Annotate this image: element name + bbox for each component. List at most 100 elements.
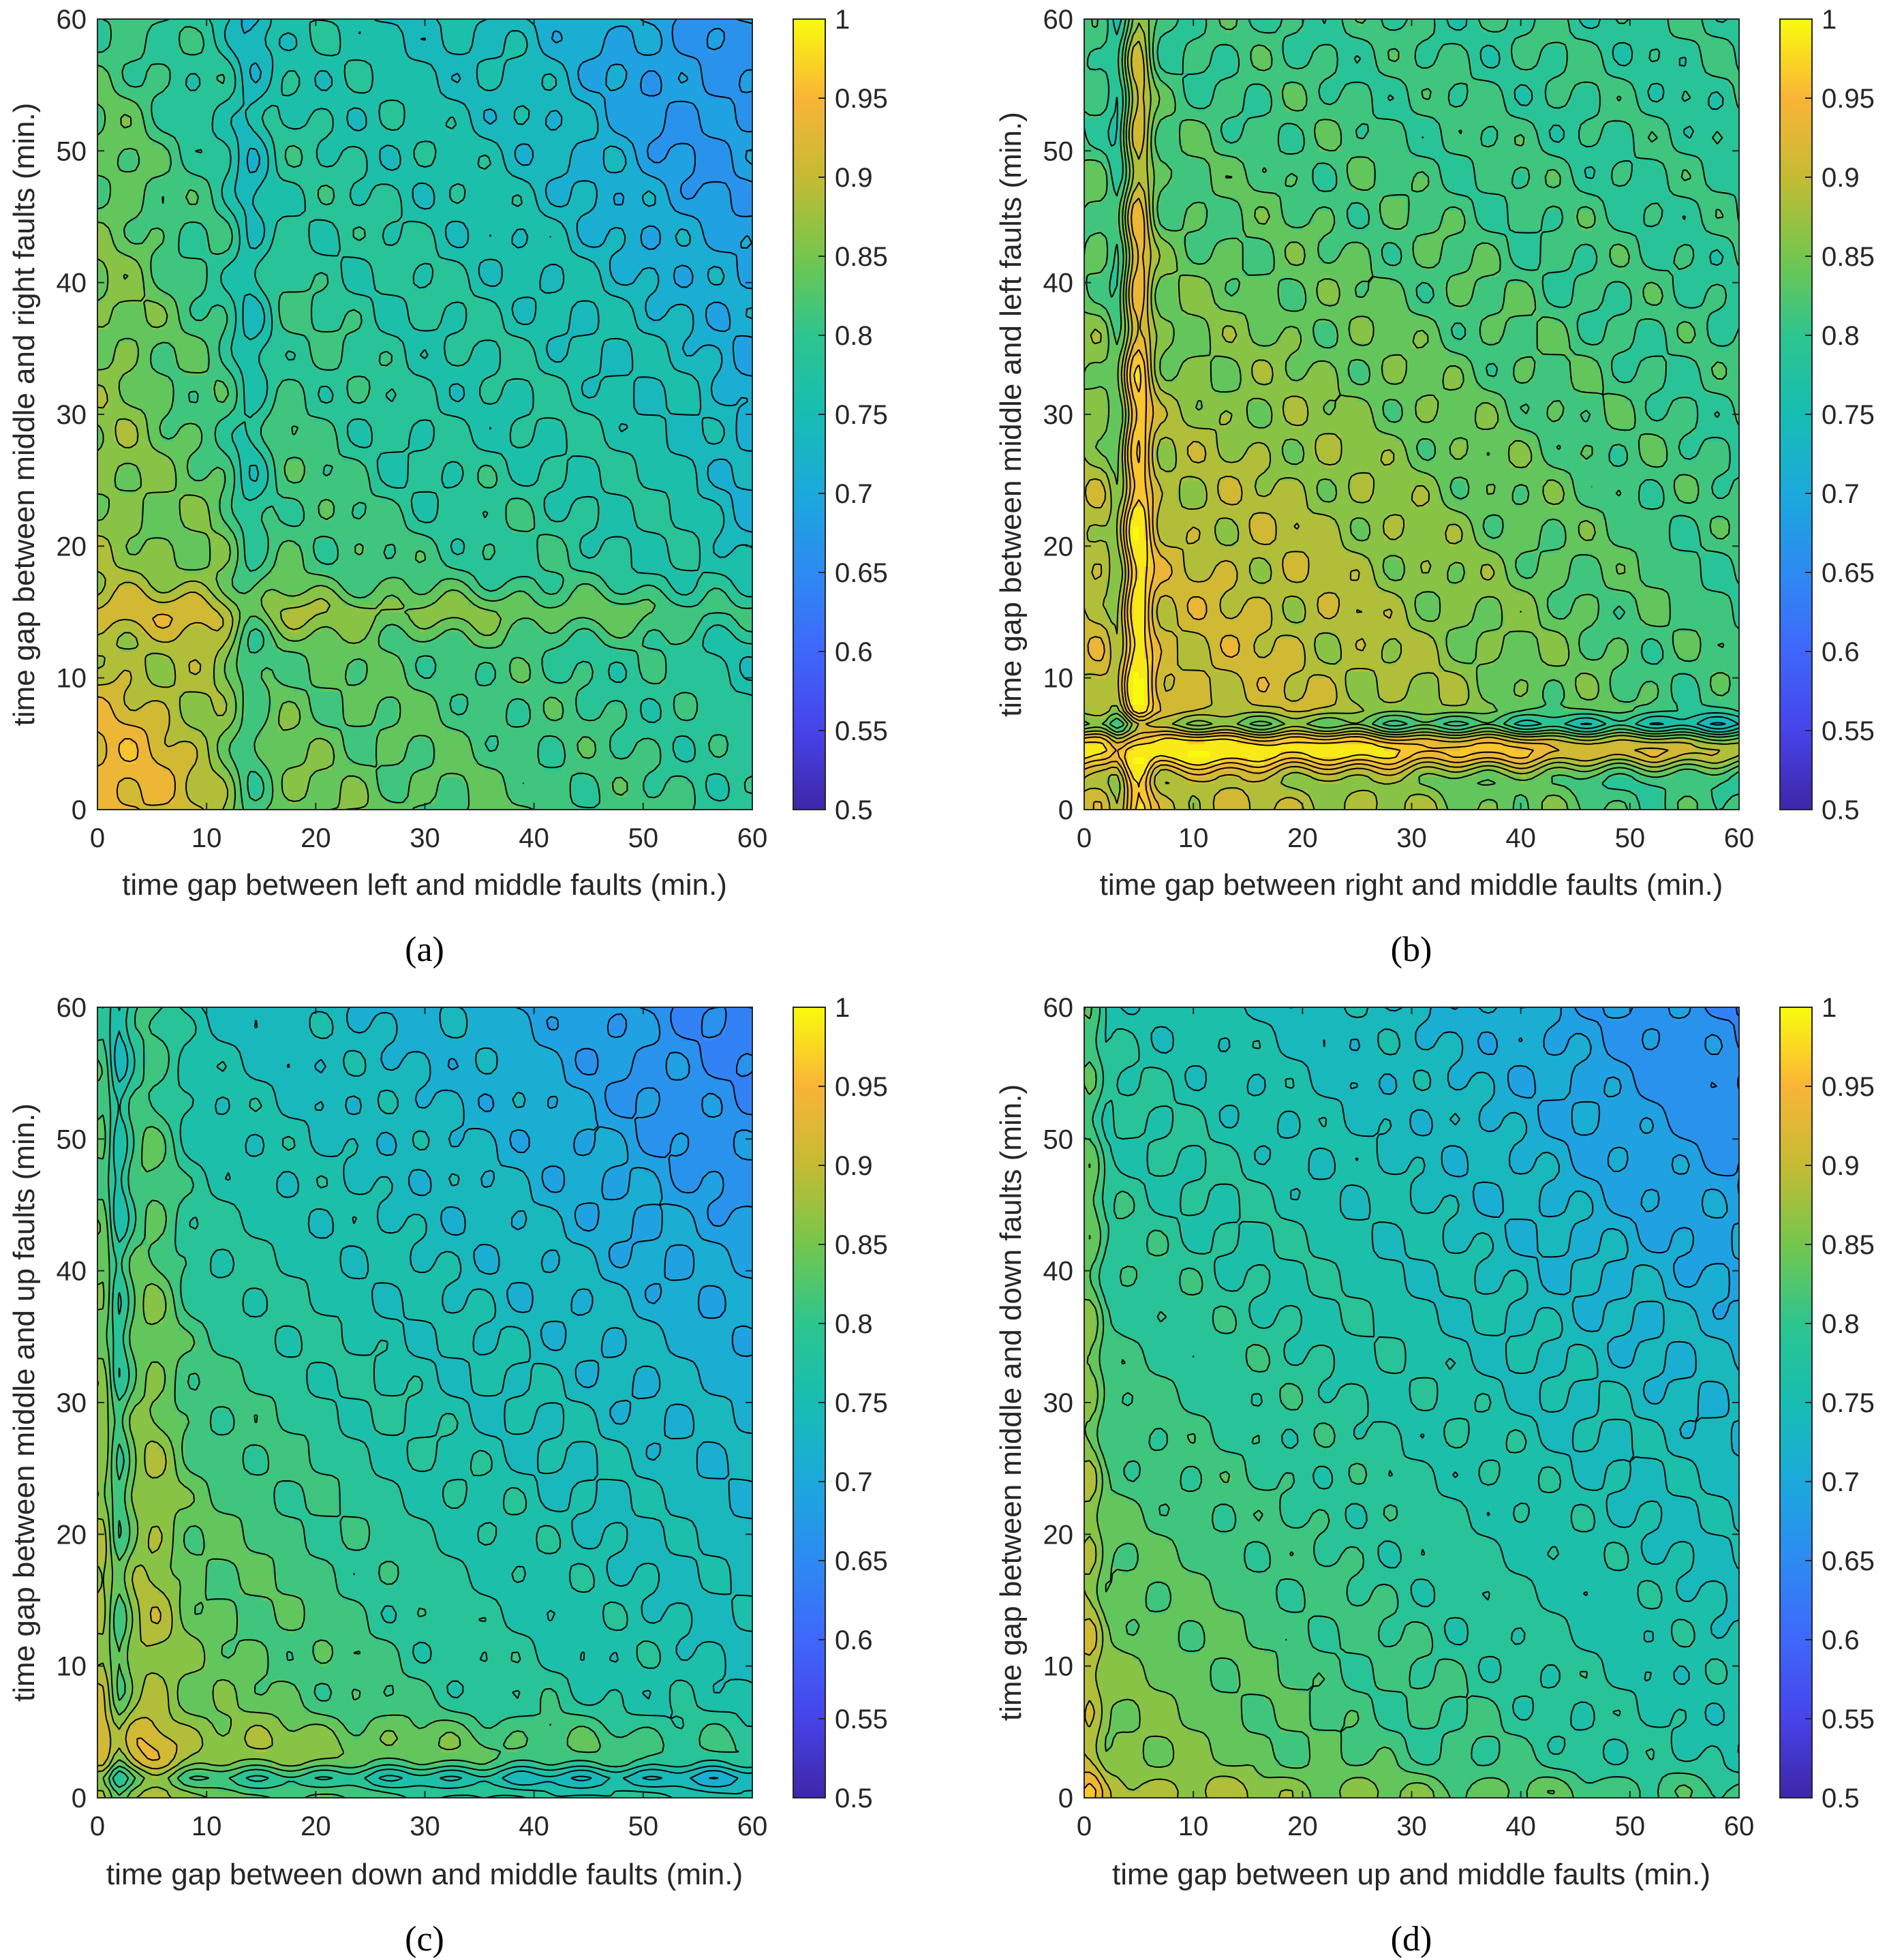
heatmap-a-cell: [724, 803, 731, 810]
heatmap-a-cell: [365, 691, 371, 699]
heatmap-a-cell: [615, 677, 622, 686]
heatmap-a-cell: [147, 763, 153, 771]
heatmap-a-cell: [185, 711, 191, 718]
heatmap-a-cell: [250, 539, 257, 547]
heatmap-a-cell: [534, 652, 540, 659]
heatmap-a-cell: [452, 598, 459, 607]
heatmap-a-cell: [692, 790, 698, 797]
heatmap-a-cell: [485, 598, 491, 607]
heatmap-a-cell: [283, 684, 290, 692]
heatmap-a-cell: [386, 737, 393, 745]
heatmap-a-cell: [337, 546, 344, 553]
heatmap-a-cell: [615, 783, 622, 791]
heatmap-a-cell: [555, 658, 562, 666]
heatmap-a-cell: [332, 677, 339, 686]
heatmap-a-cell: [681, 691, 688, 699]
heatmap-a-cell: [108, 579, 114, 587]
heatmap-a-cell: [512, 625, 519, 632]
heatmap-a-cell: [370, 750, 377, 758]
heatmap-a-cell: [479, 632, 486, 639]
heatmap-a-cell: [512, 598, 519, 607]
heatmap-a-cell: [713, 671, 720, 679]
heatmap-a-cell: [719, 803, 726, 810]
heatmap-a-cell: [583, 592, 589, 600]
heatmap-a-cell: [266, 559, 273, 567]
heatmap-a-cell: [713, 731, 720, 738]
heatmap-a-cell: [141, 645, 147, 652]
heatmap-a-cell: [141, 750, 147, 758]
heatmap-a-cell: [217, 638, 224, 646]
heatmap-a-cell: [414, 770, 420, 778]
heatmap-a-cell: [310, 553, 317, 560]
heatmap-a-cell: [621, 605, 628, 613]
heatmap-a-cell: [147, 638, 153, 646]
heatmap-a-cell: [392, 697, 399, 705]
heatmap-a-cell: [643, 770, 649, 778]
heatmap-a-cell: [206, 763, 213, 771]
heatmap-a-cell: [735, 717, 742, 725]
heatmap-a-cell: [119, 579, 125, 587]
heatmap-a-cell: [97, 737, 104, 745]
heatmap-a-cell: [528, 684, 535, 692]
heatmap-a-cell: [212, 638, 218, 646]
heatmap-a-cell: [201, 566, 207, 573]
heatmap-a-cell: [397, 533, 404, 540]
heatmap-a-cell: [108, 671, 114, 679]
heatmap-a-cell: [713, 539, 720, 547]
heatmap-a-cell: [730, 783, 737, 791]
heatmap-a-cell: [425, 546, 431, 553]
heatmap-a-cell: [506, 677, 513, 686]
heatmap-a-cell: [294, 585, 301, 593]
heatmap-a-cell: [430, 559, 437, 567]
heatmap-a-cell: [468, 658, 475, 666]
heatmap-a-cell: [343, 770, 350, 778]
heatmap-a-cell: [119, 612, 125, 619]
heatmap-a-cell: [457, 625, 464, 632]
heatmap-a-cell: [468, 711, 475, 718]
heatmap-a-cell: [724, 717, 731, 725]
heatmap-a-cell: [185, 658, 191, 666]
heatmap-a-cell: [534, 585, 540, 593]
heatmap-a-cell: [228, 546, 235, 553]
heatmap-a-cell: [228, 750, 235, 758]
heatmap-a-cell: [555, 618, 562, 626]
heatmap-a-cell: [217, 684, 224, 692]
heatmap-a-cell: [283, 697, 290, 705]
heatmap-a-cell: [632, 605, 639, 613]
heatmap-a-cell: [735, 618, 742, 626]
heatmap-a-cell: [414, 553, 420, 560]
heatmap-a-cell: [615, 566, 622, 573]
heatmap-a-cell: [403, 612, 410, 619]
heatmap-a-cell: [512, 776, 519, 784]
heatmap-a-cell: [179, 783, 185, 791]
heatmap-a-cell: [599, 625, 606, 632]
heatmap-a-cell: [316, 566, 322, 573]
heatmap-a-cell: [583, 618, 589, 626]
heatmap-a-cell: [686, 585, 693, 593]
heatmap-a-cell: [370, 652, 377, 659]
heatmap-a-cell: [735, 612, 742, 619]
heatmap-a-cell: [119, 711, 125, 718]
heatmap-a-cell: [223, 677, 229, 686]
heatmap-a-cell: [152, 737, 158, 745]
heatmap-a-cell: [604, 711, 611, 718]
heatmap-a-cell: [495, 566, 502, 573]
heatmap-a-cell: [512, 579, 519, 587]
heatmap-a-cell: [397, 664, 404, 672]
heatmap-a-cell: [741, 652, 748, 659]
heatmap-a-cell: [501, 585, 508, 593]
heatmap-a-cell: [354, 605, 360, 613]
heatmap-a-cell: [599, 566, 606, 573]
heatmap-a-cell: [119, 566, 125, 573]
heatmap-a-cell: [490, 598, 497, 607]
heatmap-a-cell: [741, 744, 748, 751]
heatmap-a-cell: [604, 546, 611, 553]
heatmap-a-cell: [539, 618, 546, 626]
heatmap-a-cell: [555, 612, 562, 619]
heatmap-a-cell: [386, 717, 393, 725]
heatmap-a-cell: [234, 763, 241, 771]
heatmap-a-cell: [615, 750, 622, 758]
heatmap-a-cell: [125, 618, 131, 626]
heatmap-a-cell: [550, 750, 557, 758]
heatmap-a-cell: [310, 658, 317, 666]
